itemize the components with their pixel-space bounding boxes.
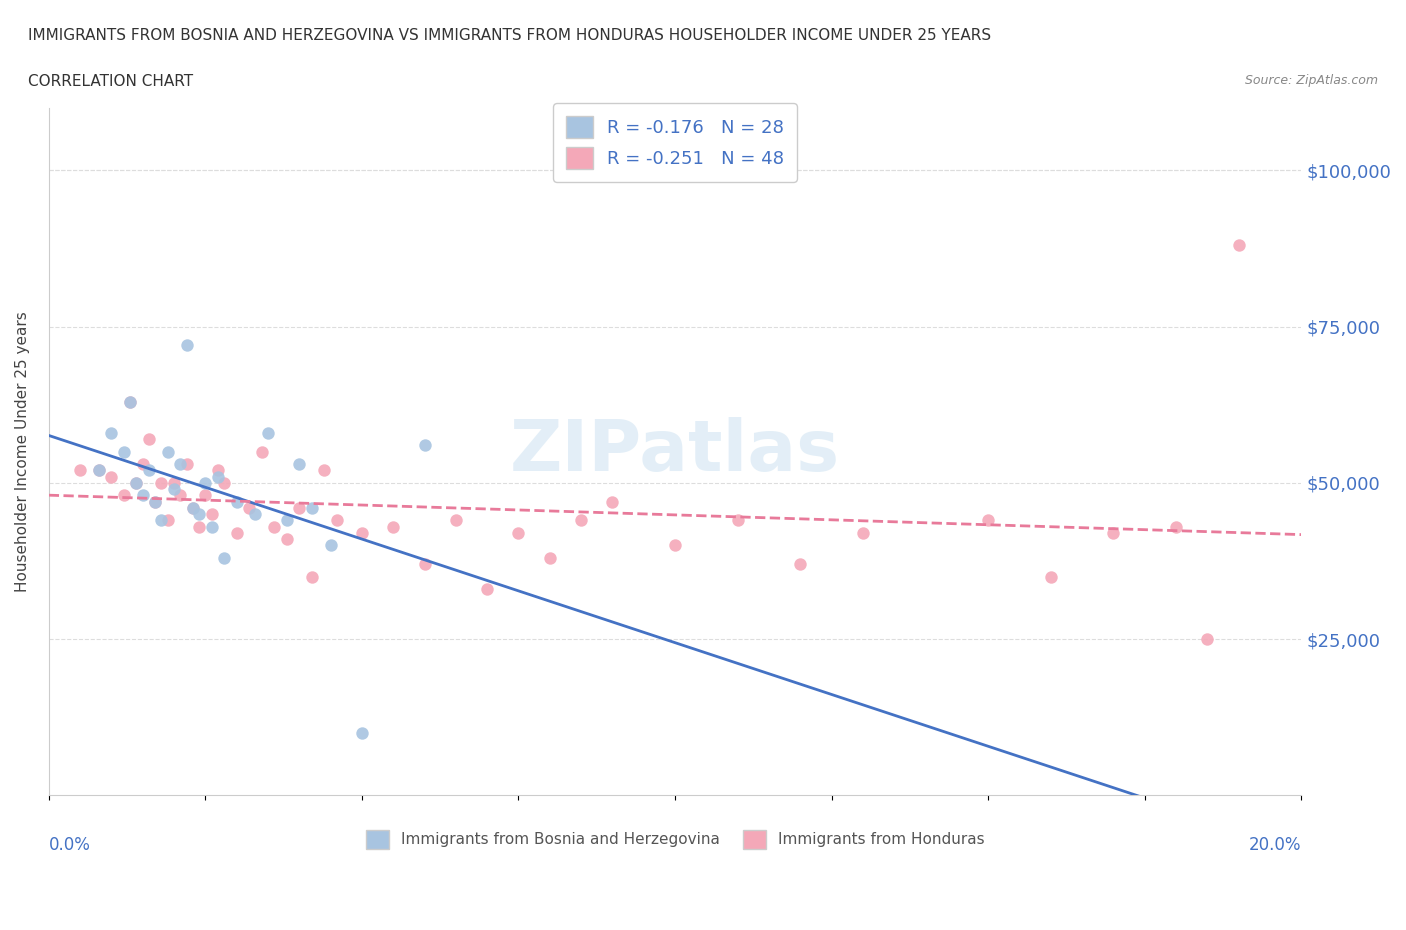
Point (245, 507, 267, 522)
Point (125, 475, 148, 490)
Point (212, 551, 235, 565)
Point (276, 513, 298, 528)
Point (100, 425, 122, 440)
Point (319, 538, 342, 552)
Point (1164, 519, 1187, 534)
Point (120, 394, 142, 409)
Point (238, 500, 260, 515)
Point (143, 494, 166, 509)
Point (789, 557, 811, 572)
Text: IMMIGRANTS FROM BOSNIA AND HERZEGOVINA VS IMMIGRANTS FROM HONDURAS HOUSEHOLDER I: IMMIGRANTS FROM BOSNIA AND HERZEGOVINA V… (28, 28, 991, 43)
Point (664, 538, 686, 552)
Point (250, 445, 273, 459)
Text: 20.0%: 20.0% (1249, 836, 1302, 855)
Point (138, 463, 160, 478)
Point (188, 507, 211, 522)
Point (131, 457, 153, 472)
Point (176, 338, 198, 352)
Point (225, 494, 247, 509)
Point (276, 532, 298, 547)
Point (112, 445, 135, 459)
Point (69, 463, 91, 478)
Point (1197, 631, 1219, 646)
Point (444, 513, 467, 528)
Point (87, 463, 110, 478)
Point (131, 488, 153, 503)
Point (326, 513, 349, 528)
Point (150, 513, 173, 528)
Point (301, 500, 323, 515)
Point (413, 438, 436, 453)
Point (475, 581, 498, 596)
Point (413, 557, 436, 572)
Point (852, 525, 875, 540)
Point (727, 513, 749, 528)
Point (1227, 238, 1250, 253)
Point (350, 525, 373, 540)
Text: 0.0%: 0.0% (49, 836, 90, 855)
Point (602, 494, 624, 509)
Point (225, 525, 247, 540)
Point (200, 507, 222, 522)
Point (181, 500, 204, 515)
Text: Source: ZipAtlas.com: Source: ZipAtlas.com (1244, 74, 1378, 87)
Point (163, 475, 186, 490)
Y-axis label: Householder Income Under 25 years: Householder Income Under 25 years (15, 312, 30, 592)
Point (120, 394, 142, 409)
Point (138, 432, 160, 446)
Point (288, 500, 311, 515)
Point (569, 513, 592, 528)
Point (212, 475, 235, 490)
Point (382, 519, 405, 534)
Point (163, 482, 186, 497)
Point (176, 457, 198, 472)
Point (194, 475, 217, 490)
Point (207, 463, 229, 478)
Point (314, 463, 336, 478)
Point (156, 445, 179, 459)
Point (143, 494, 166, 509)
Point (100, 469, 122, 484)
Point (263, 519, 285, 534)
Point (188, 519, 211, 534)
Point (288, 457, 311, 472)
Point (977, 513, 1000, 528)
Legend: Immigrants from Bosnia and Herzegovina, Immigrants from Honduras: Immigrants from Bosnia and Herzegovina, … (359, 822, 993, 857)
Point (87, 463, 110, 478)
Point (350, 725, 373, 740)
Point (508, 525, 530, 540)
Point (538, 551, 561, 565)
Text: ZIPatlas: ZIPatlas (510, 418, 839, 486)
Point (301, 569, 323, 584)
Point (169, 457, 191, 472)
Point (194, 488, 217, 503)
Point (200, 519, 222, 534)
Point (169, 488, 191, 503)
Point (150, 475, 173, 490)
Point (1039, 569, 1062, 584)
Point (1102, 525, 1125, 540)
Point (125, 475, 148, 490)
Point (156, 513, 179, 528)
Point (257, 425, 280, 440)
Text: CORRELATION CHART: CORRELATION CHART (28, 74, 193, 89)
Point (112, 488, 135, 503)
Point (207, 469, 229, 484)
Point (181, 500, 204, 515)
